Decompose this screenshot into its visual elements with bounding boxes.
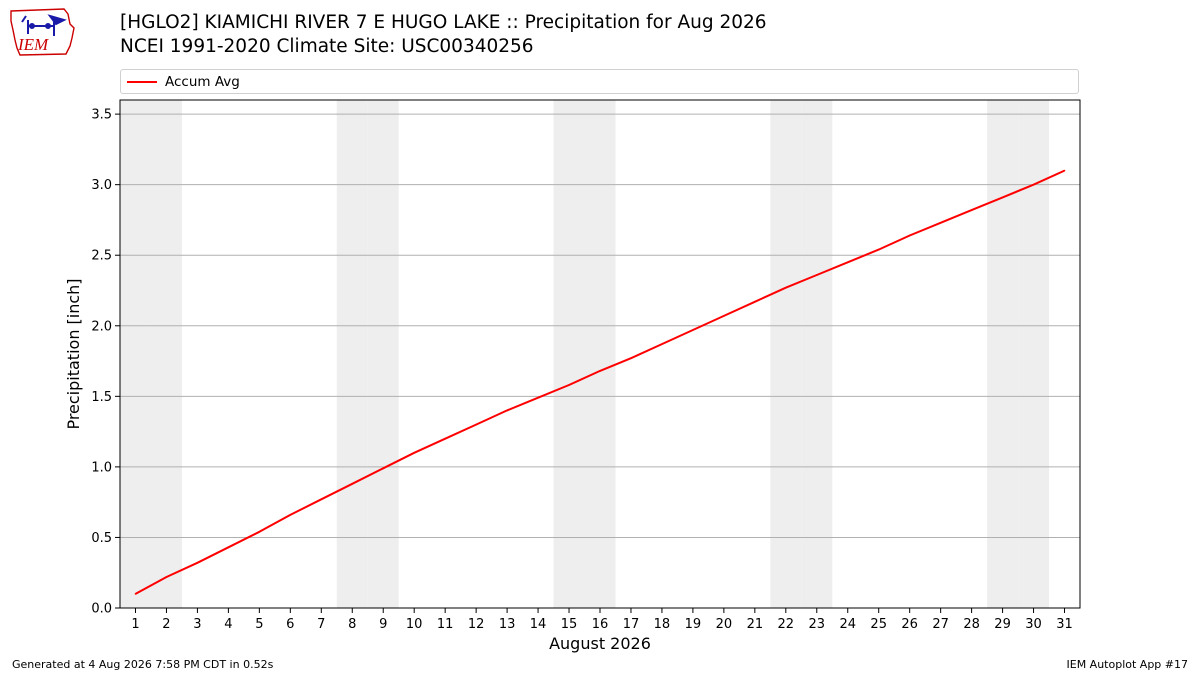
weekend-band [801, 100, 833, 608]
data-point [165, 576, 168, 578]
x-tick-label: 21 [747, 617, 764, 632]
weekend-band [553, 100, 585, 608]
data-point [599, 370, 601, 372]
iem-logo: IEM [10, 8, 75, 56]
data-point [661, 343, 663, 345]
data-point [413, 451, 415, 454]
x-tick-label: 24 [839, 617, 856, 632]
x-tick-label: 27 [932, 617, 949, 632]
chart-legend: Accum Avg [120, 69, 1079, 94]
chart-subtitle: NCEI 1991-2020 Climate Site: USC00340256 [120, 36, 534, 57]
data-point [475, 423, 477, 426]
x-tick-label: 17 [623, 617, 640, 632]
data-point [1032, 183, 1035, 186]
data-point [877, 248, 880, 251]
y-tick-label: 0.0 [91, 602, 112, 617]
data-point [289, 514, 292, 516]
legend-swatch [127, 81, 157, 83]
data-point [227, 546, 230, 549]
x-tick-label: 22 [778, 617, 795, 632]
x-tick-label: 20 [716, 617, 733, 632]
x-tick-label: 15 [561, 617, 578, 632]
x-tick-label: 13 [499, 617, 516, 632]
x-tick-label: 3 [193, 617, 201, 632]
data-point [196, 562, 199, 564]
weekend-band [1018, 100, 1050, 608]
y-tick-label: 2.5 [91, 249, 112, 264]
app-credit: IEM Autoplot App #17 [1066, 658, 1189, 671]
weekend-band [336, 100, 368, 608]
weather-station-icon [21, 14, 67, 36]
x-tick-label: 18 [654, 617, 671, 632]
data-point [815, 274, 818, 276]
data-point [1001, 196, 1004, 199]
data-point [846, 261, 849, 264]
y-tick-label: 1.0 [91, 460, 112, 475]
x-tick-label: 12 [468, 617, 485, 632]
weekend-band [584, 100, 616, 608]
x-tick-label: 8 [348, 617, 356, 632]
x-tick-label: 1 [131, 617, 139, 632]
data-point [568, 384, 570, 386]
data-point [1063, 169, 1066, 172]
x-tick-label: 23 [809, 617, 826, 632]
y-tick-label: 1.5 [91, 390, 112, 405]
x-tick-label: 10 [406, 617, 423, 632]
iowa-outline [10, 8, 75, 56]
x-tick-label: 7 [317, 617, 325, 632]
y-tick-label: 3.5 [91, 108, 112, 123]
x-axis-label: August 2026 [549, 634, 651, 653]
data-point [692, 329, 694, 331]
x-tick-label: 11 [437, 617, 454, 632]
weekend-band [367, 100, 399, 608]
legend-label: Accum Avg [165, 74, 240, 90]
data-point [970, 209, 973, 211]
logo-text: IEM [17, 35, 49, 54]
data-point [134, 593, 137, 595]
weekend-band [987, 100, 1019, 608]
chart-title: [HGLO2] KIAMICHI RIVER 7 E HUGO LAKE :: … [120, 12, 767, 33]
x-tick-label: 29 [994, 617, 1011, 632]
data-point [444, 437, 446, 440]
x-tick-label: 4 [224, 617, 232, 632]
generated-timestamp: Generated at 4 Aug 2026 7:58 PM CDT in 0… [12, 658, 274, 671]
data-point [939, 221, 942, 224]
x-tick-label: 19 [685, 617, 702, 632]
x-tick-label: 26 [901, 617, 918, 632]
data-point [258, 531, 261, 533]
x-tick-label: 2 [162, 617, 170, 632]
x-tick-label: 31 [1056, 617, 1073, 632]
data-point [506, 409, 508, 412]
weekend-band [770, 100, 802, 608]
y-tick-label: 2.0 [91, 319, 112, 334]
weekend-band [150, 100, 182, 608]
x-tick-label: 25 [870, 617, 887, 632]
data-point [908, 234, 911, 237]
y-tick-label: 0.5 [91, 531, 112, 546]
weekend-band [120, 100, 151, 608]
y-tick-label: 3.0 [91, 178, 112, 193]
data-point [351, 483, 354, 485]
x-tick-label: 28 [963, 617, 980, 632]
y-axis-label: Precipitation [inch] [64, 278, 83, 429]
x-tick-label: 30 [1025, 617, 1042, 632]
x-tick-label: 16 [592, 617, 609, 632]
data-point [785, 286, 787, 289]
x-tick-label: 9 [379, 617, 387, 632]
data-point [754, 300, 756, 303]
data-point [320, 498, 323, 501]
x-tick-label: 14 [530, 617, 547, 632]
x-tick-label: 6 [286, 617, 294, 632]
data-point [537, 396, 539, 399]
x-tick-label: 5 [255, 617, 263, 632]
data-point [723, 315, 725, 317]
data-point [382, 467, 385, 470]
data-point [630, 357, 632, 360]
